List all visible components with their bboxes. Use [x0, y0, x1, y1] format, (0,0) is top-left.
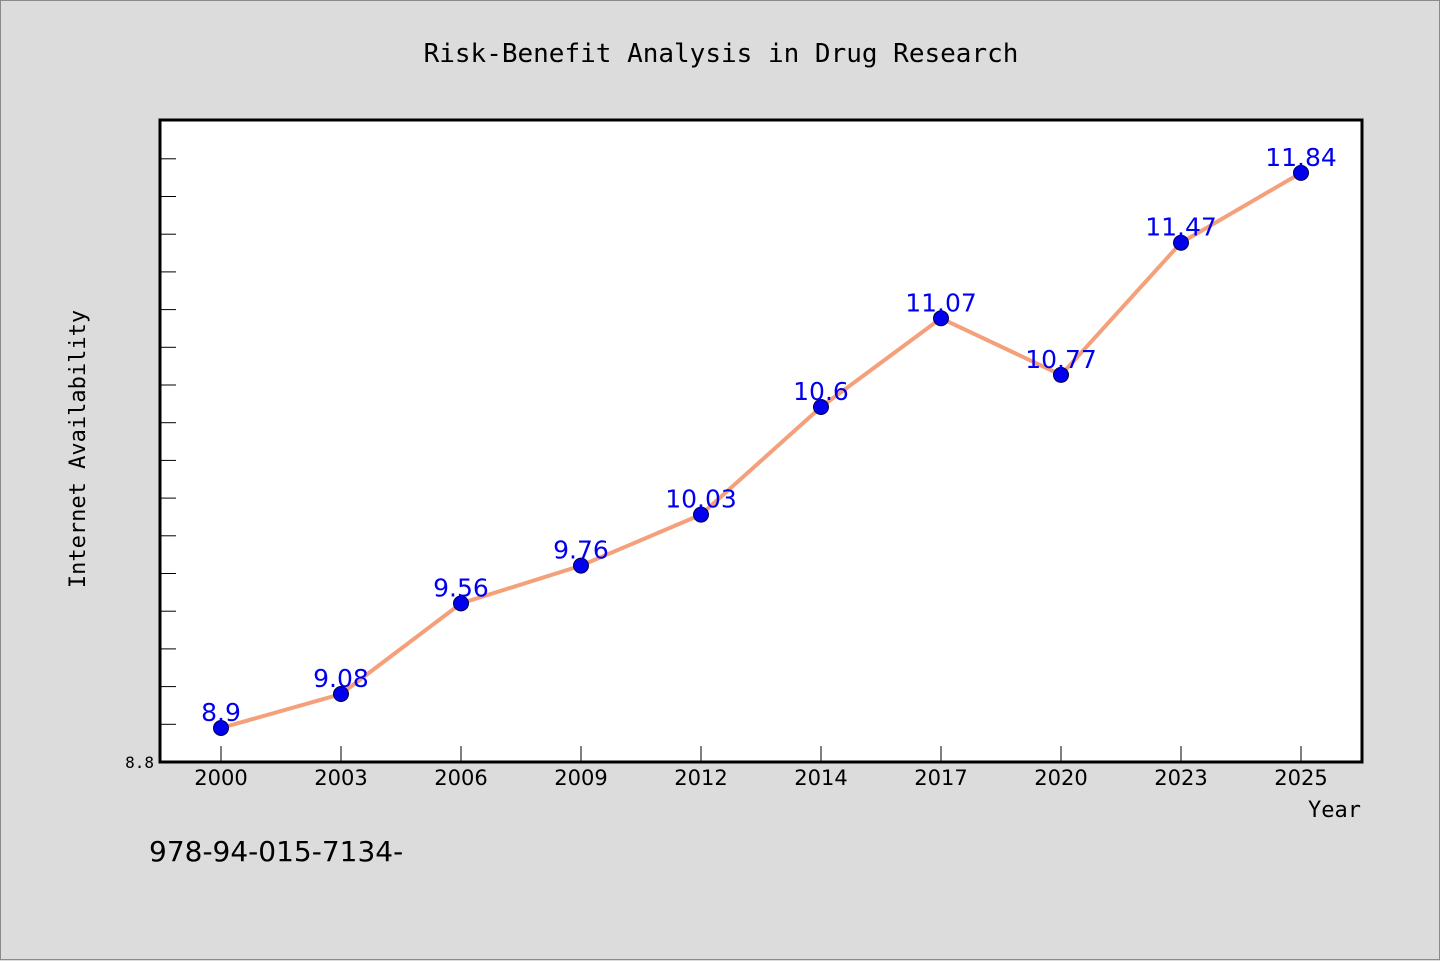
chart-title: Risk-Benefit Analysis in Drug Research	[424, 39, 1019, 69]
x-ticks	[220, 746, 1302, 762]
data-point	[1293, 164, 1309, 181]
x-tick-label: 2003	[314, 766, 367, 790]
data-label: 11.47	[1145, 213, 1217, 242]
y-tick-label: 8.8	[125, 753, 154, 772]
data-point	[1173, 234, 1189, 251]
data-point	[333, 686, 349, 703]
data-label: 10.6	[793, 377, 849, 406]
x-tick-label: 2023	[1154, 766, 1207, 790]
y-minor-ticks	[160, 158, 176, 725]
data-label: 10.03	[665, 485, 737, 514]
data-point	[933, 310, 949, 327]
y-axis-label: Internet Availability	[66, 310, 91, 588]
x-tick-labels: 2000 2003 2006 2009 2012 2014 2017 2020 2023 2025	[194, 766, 1327, 790]
data-markers	[213, 164, 1309, 737]
x-tick-label: 2017	[914, 766, 967, 790]
x-axis-label: Year	[1308, 798, 1361, 823]
data-point	[453, 595, 469, 612]
data-point	[693, 506, 709, 523]
data-label: 9.76	[553, 536, 609, 565]
data-label: 11.07	[905, 288, 977, 317]
x-tick-label: 2000	[194, 766, 247, 790]
data-label: 9.56	[433, 573, 489, 602]
data-point	[573, 557, 589, 574]
data-label: 10.77	[1025, 345, 1097, 374]
series-line	[220, 171, 1303, 730]
data-point	[1053, 366, 1069, 383]
footer-code: 978-94-015-7134-	[149, 835, 404, 868]
x-tick-label: 2012	[674, 766, 727, 790]
x-tick-label: 2020	[1034, 766, 1087, 790]
x-tick-label: 2014	[794, 766, 847, 790]
plot-area	[158, 118, 1364, 764]
x-tick-label: 2025	[1274, 766, 1327, 790]
x-tick-label: 2009	[554, 766, 607, 790]
data-label: 9.08	[313, 664, 369, 693]
data-label: 11.84	[1265, 143, 1337, 172]
data-point	[213, 720, 229, 737]
y-tick-labels: 8.8	[125, 753, 154, 772]
data-label: 8.9	[201, 698, 241, 727]
x-tick-label: 2006	[434, 766, 487, 790]
data-labels: 8.9 9.08 9.56 9.76 10.03 10.6 11.07 10.77 11.47 1…	[201, 143, 1337, 727]
data-point	[813, 399, 829, 416]
